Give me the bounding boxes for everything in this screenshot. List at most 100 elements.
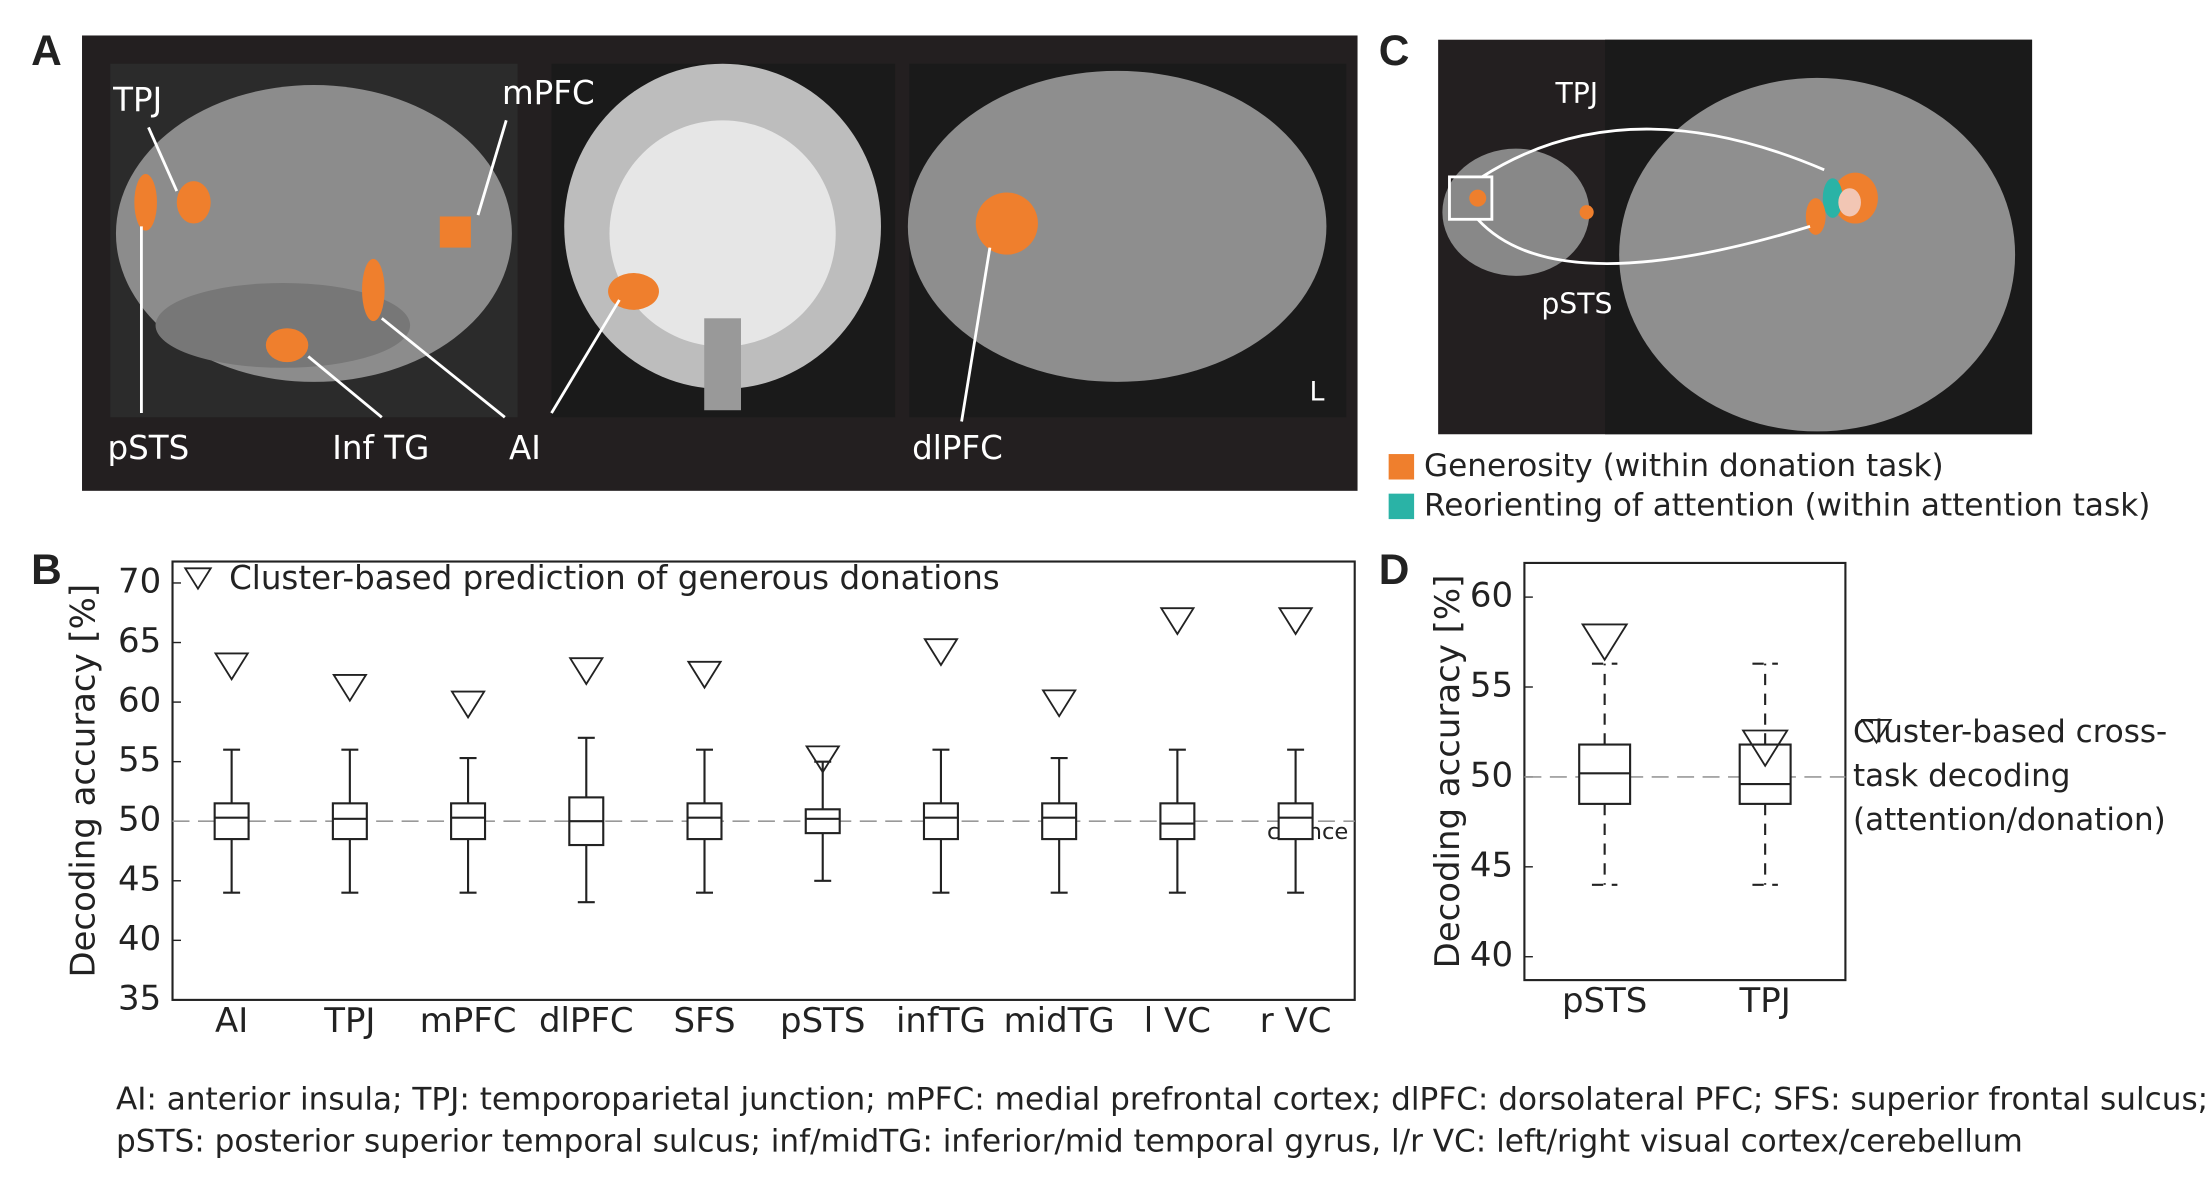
y-tick-label: 55 [1470,667,1513,706]
x-tick-label: mPFC [420,1002,517,1041]
x-tick-label: dlPFC [539,1002,634,1041]
x-tick-label: l VC [1144,1002,1211,1041]
lower-whisker [459,839,477,894]
marker [1580,623,1629,662]
marker [1277,607,1314,636]
x-tick-label: pSTS [780,1002,865,1041]
marker [923,638,959,667]
box [686,802,723,841]
x-tick-label: SFS [674,1002,736,1041]
x-tick-label: pSTS [1562,982,1647,1021]
marker [213,652,250,681]
panel-c-images [1438,39,2033,435]
upper-whisker [577,736,595,798]
region-label: pSTS [107,429,189,467]
region-label: dlPFC [912,429,1003,467]
upper-whisker [1752,662,1778,745]
box [213,802,250,841]
box [1159,802,1196,841]
x-tick-label: midTG [1004,1002,1115,1041]
lower-whisker [814,833,832,882]
upper-whisker [696,748,713,804]
y-axis-label: Decoding accuracy [%] [64,584,103,978]
region-label: Inf TG [332,429,429,467]
lower-whisker [696,839,713,894]
upper-whisker [1287,748,1305,804]
lower-whisker [1050,839,1068,894]
box [922,802,959,841]
lower-whisker [1287,839,1305,894]
box [450,802,487,841]
panel-letter: B [31,546,62,593]
legend-swatch [1388,493,1415,520]
y-tick-label: 65 [118,622,161,661]
legend-label: Reorienting of attention (within attenti… [1424,487,2150,523]
legend-d: Cluster-based cross-task decoding (atten… [1853,714,2168,838]
y-tick-label: 40 [118,920,161,959]
region-label: L [1309,377,1324,408]
legend-marker [183,567,213,591]
box [1738,743,1792,805]
y-axis-label: Decoding accuracy [%] [1429,575,1468,969]
y-tick-label: 45 [118,860,161,899]
marker [568,657,605,686]
legend-label: Generosity (within donation task) [1424,448,1944,484]
x-tick-label: TPJ [1739,982,1791,1021]
region-label: mPFC [502,74,595,112]
y-tick-label: 40 [1470,936,1513,975]
upper-whisker [223,748,241,804]
y-tick-label: 60 [118,682,161,721]
x-tick-label: infTG [896,1002,986,1041]
box [804,808,841,835]
marker [804,745,841,774]
panel-letter: C [1379,27,1410,74]
y-tick-label: 60 [1470,577,1513,616]
caption-line: pSTS: posterior superior temporal sulcus… [116,1124,2023,1160]
lower-whisker [577,845,595,904]
lower-whisker [341,839,359,894]
region-label: pSTS [1541,288,1612,321]
box [1277,802,1314,841]
upper-whisker [932,748,950,804]
legend-swatch [1388,454,1415,480]
marker [1741,729,1789,768]
region-label: TPJ [112,81,162,119]
plot-frame [1523,561,1847,982]
panel-letter: A [31,27,62,74]
upper-whisker [814,760,832,810]
y-tick-label: 55 [118,741,161,780]
y-tick-label: 45 [1470,846,1513,885]
marker [686,660,723,690]
legend-label: Cluster-based prediction of generous don… [229,559,1000,597]
brain-images [110,63,1347,422]
x-tick-label: AI [215,1002,248,1041]
box [1041,802,1078,841]
legend: Generosity (within donation task)Reorien… [1388,448,2150,523]
lower-whisker [223,839,241,894]
lower-whisker [1752,803,1778,886]
upper-whisker [341,748,359,804]
marker [332,673,368,703]
marker [1041,689,1077,718]
x-tick-label: TPJ [323,1002,375,1041]
lower-whisker [932,839,950,894]
y-tick-label: 70 [118,562,161,601]
box [331,802,368,841]
upper-whisker [1591,662,1618,745]
x-tick-label: r VC [1260,1002,1332,1041]
upper-whisker [1168,748,1186,804]
legend-marker [1860,718,1893,745]
region-label: TPJ [1555,77,1599,110]
lower-whisker [1168,839,1186,894]
y-tick-label: 35 [118,979,161,1018]
marker [1159,607,1196,636]
upper-whisker [459,757,477,804]
y-tick-label: 50 [1470,756,1513,795]
panel-letter: D [1379,546,1410,593]
y-tick-label: 50 [118,801,161,840]
caption-line: AI: anterior insula; TPJ: temporoparieta… [116,1081,2206,1117]
marker [450,690,486,720]
